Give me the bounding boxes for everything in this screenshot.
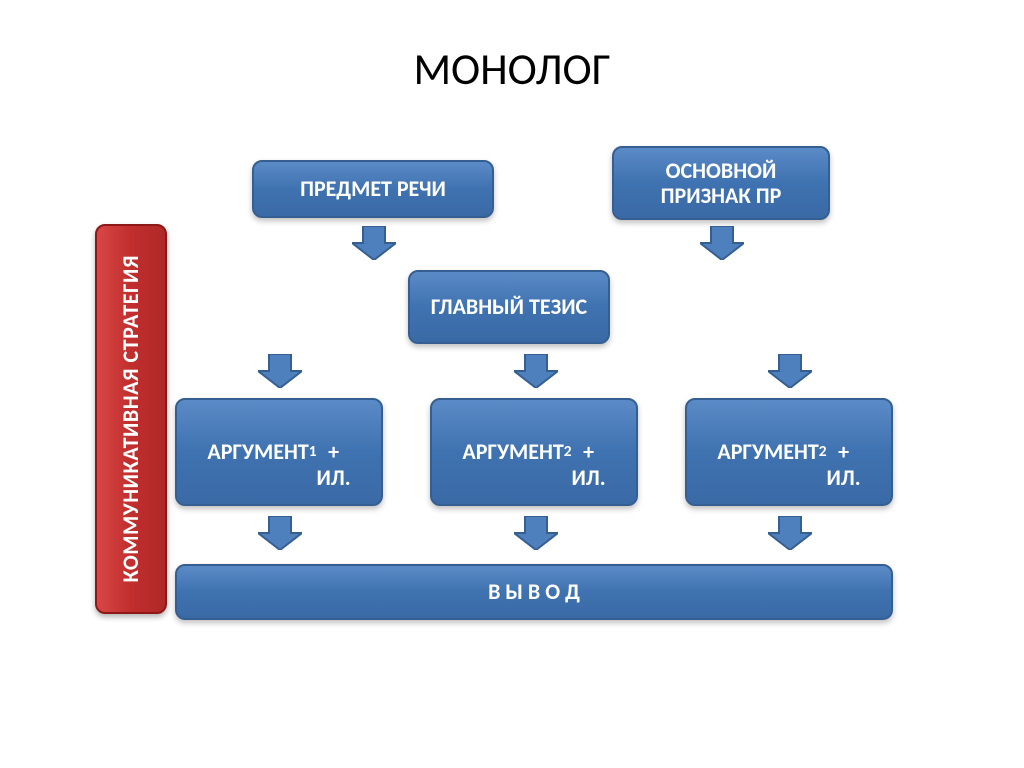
side-label-text: КОММУНИКАТИВНАЯ СТРАТЕГИЯ [118, 255, 144, 582]
box-arg2: АРГУМЕНТ2+ИЛ. [430, 398, 638, 506]
arrow-thesis-to-arg2 [514, 354, 558, 388]
box-arg3: АРГУМЕНТ2+ИЛ. [685, 398, 893, 506]
diagram-stage: МОНОЛОГ КОММУНИКАТИВНАЯ СТРАТЕГИЯ ПРЕДМЕ… [0, 0, 1024, 768]
box-arg1: АРГУМЕНТ1+ИЛ. [175, 398, 383, 506]
arrow-subject-to-thesis [352, 226, 396, 260]
arrow-arg3-to-conclusion [768, 516, 812, 550]
arrow-thesis-to-arg1 [258, 354, 302, 388]
box-subject: ПРЕДМЕТ РЕЧИ [252, 160, 494, 218]
arrow-arg2-to-conclusion [514, 516, 558, 550]
box-thesis: ГЛАВНЫЙ ТЕЗИС [408, 270, 610, 344]
box-conclusion: В Ы В О Д [175, 564, 893, 620]
arrow-thesis-to-arg3 [768, 354, 812, 388]
arrow-feature-to-thesis [700, 226, 744, 260]
box-feature: ОСНОВНОЙ ПРИЗНАК ПР [612, 146, 830, 220]
arrow-arg1-to-conclusion [258, 516, 302, 550]
side-label-strategy: КОММУНИКАТИВНАЯ СТРАТЕГИЯ [95, 224, 167, 614]
page-title: МОНОЛОГ [0, 42, 1024, 96]
